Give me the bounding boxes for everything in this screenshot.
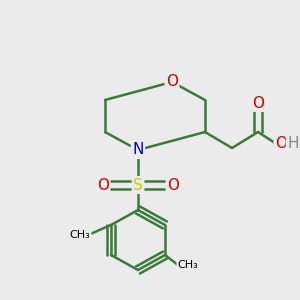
Text: CH₃: CH₃ <box>178 260 198 270</box>
Text: N: N <box>132 142 144 158</box>
Text: O: O <box>167 178 179 193</box>
Text: O: O <box>97 178 109 193</box>
Text: CH₃: CH₃ <box>70 230 90 240</box>
Text: H: H <box>287 136 299 151</box>
Text: S: S <box>133 178 143 193</box>
Text: O: O <box>166 74 178 89</box>
Text: O: O <box>275 136 287 151</box>
Text: O: O <box>252 95 264 110</box>
